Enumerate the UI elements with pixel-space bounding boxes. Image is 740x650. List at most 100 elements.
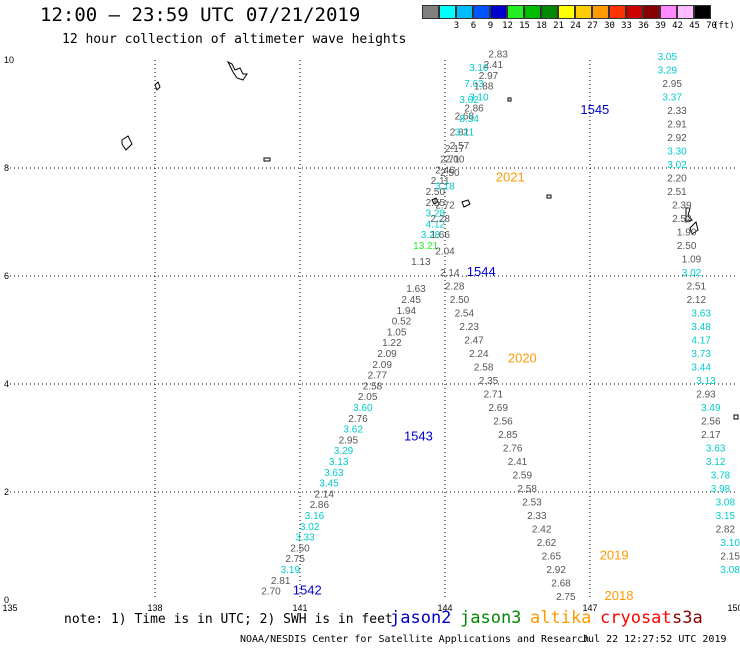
wave-height-value: 3.13 xyxy=(329,457,349,468)
wave-height-value: 3.45 xyxy=(319,479,339,490)
wave-height-value: 2.82 xyxy=(716,525,736,536)
wave-height-value: 3.49 xyxy=(701,403,721,414)
colorbar-swatch xyxy=(643,5,660,19)
x-tick-label: 138 xyxy=(147,603,162,613)
wave-height-value: 1.63 xyxy=(406,284,426,295)
colorbar-label: 18 xyxy=(536,21,547,31)
wave-height-value: 3.19 xyxy=(281,565,301,576)
wave-height-value: 2.00 xyxy=(445,155,465,166)
wave-height-value: 2.69 xyxy=(488,403,508,414)
chart-title: 12:00 – 23:59 UTC 07/21/2019 xyxy=(40,4,361,26)
wave-height-value: 2.77 xyxy=(368,371,388,382)
wave-height-value: 2.50 xyxy=(440,168,460,179)
wave-height-value: 3.08 xyxy=(716,498,736,509)
colorbar-swatch xyxy=(575,5,592,19)
wave-height-value: 3.21 xyxy=(455,128,475,139)
footer-note: note: 1) Time is in UTC; 2) SWH is in fe… xyxy=(64,612,393,627)
wave-height-value: 2.59 xyxy=(513,471,533,482)
pass-number-label: 2020 xyxy=(508,350,537,365)
wave-height-value: 2.58 xyxy=(474,363,494,374)
colorbar-swatch xyxy=(524,5,541,19)
wave-height-value: 3.28 xyxy=(426,209,446,220)
wave-height-value: 2.68 xyxy=(551,579,571,590)
island-outline xyxy=(685,207,693,223)
wave-height-value: 2.11 xyxy=(431,176,450,187)
wave-height-value: 2.14 xyxy=(314,489,334,500)
colorbar-label: 45 xyxy=(689,21,700,31)
pass-number-label: 1544 xyxy=(467,264,496,279)
wave-height-value: 2.33 xyxy=(527,511,547,522)
wave-height-value: 2.62 xyxy=(537,538,557,549)
wave-height-value: 2.50 xyxy=(677,241,697,252)
wave-height-value: 8.34 xyxy=(459,114,479,125)
colorbar-label: 27 xyxy=(587,21,598,31)
y-tick-label: 2 xyxy=(4,487,9,497)
wave-height-value: 3.60 xyxy=(353,403,373,414)
wave-height-value: 2.41 xyxy=(508,457,528,468)
wave-height-value: 2.57 xyxy=(450,141,470,152)
wave-height-value: 3.12 xyxy=(706,457,726,468)
wave-height-value: 1.88 xyxy=(474,82,494,93)
wave-height-value: 13.21 xyxy=(413,241,438,252)
wave-height-value: 2.51 xyxy=(687,282,707,293)
wave-height-value: 2.58 xyxy=(517,484,537,495)
wave-height-value: 3.02 xyxy=(682,268,702,279)
island-outline xyxy=(689,221,699,235)
wave-height-value: 1.09 xyxy=(682,255,702,266)
wave-height-value: 3.63 xyxy=(324,468,344,479)
colorbar-unit: (ft) xyxy=(713,21,735,31)
wave-height-value: 3.28 xyxy=(421,230,441,241)
island-outline xyxy=(546,194,552,199)
island-outline xyxy=(733,414,739,420)
wave-height-value: 2.92 xyxy=(667,133,687,144)
wave-height-value: 2.75 xyxy=(285,554,305,565)
colorbar-swatch xyxy=(541,5,558,19)
wave-height-value: 2.85 xyxy=(498,430,518,441)
wave-height-value: 3.02 xyxy=(300,522,320,533)
credit-line: NOAA/NESDIS Center for Satellite Applica… xyxy=(240,634,590,645)
colorbar-swatch xyxy=(456,5,473,19)
wave-height-value: 2.91 xyxy=(667,120,687,131)
legend-altika: altika xyxy=(530,608,592,628)
wave-height-value: 1.94 xyxy=(397,306,417,317)
y-tick-label: 0 xyxy=(4,595,9,605)
wave-height-value: 2.81 xyxy=(450,128,470,139)
wave-height-value: 3.10 xyxy=(720,538,740,549)
wave-height-value: 3.15 xyxy=(716,511,736,522)
wave-height-value: 2.14 xyxy=(440,268,460,279)
wave-height-value: 2.33 xyxy=(667,106,687,117)
wave-height-value: 3.10 xyxy=(469,63,489,74)
colorbar-label: 12 xyxy=(502,21,513,31)
pass-number-label: 2019 xyxy=(600,548,629,563)
x-tick-label: 150 xyxy=(727,603,740,613)
wave-height-value: 2.97 xyxy=(479,71,499,82)
wave-height-value: 2.41 xyxy=(484,60,504,71)
x-tick-label: 147 xyxy=(582,603,597,613)
pass-number-label: 1543 xyxy=(404,429,433,444)
colorbar-swatch xyxy=(490,5,507,19)
colorbar-label: 30 xyxy=(604,21,615,31)
wave-height-value: 3.16 xyxy=(305,511,325,522)
colorbar-swatch xyxy=(507,5,524,19)
wave-height-value: 2.53 xyxy=(522,498,542,509)
wave-height-value: 2.04 xyxy=(435,246,455,257)
x-tick-label: 144 xyxy=(437,603,452,613)
wave-height-value: 2.95 xyxy=(662,79,682,90)
island-outline xyxy=(154,81,161,91)
wave-height-value: 2.68 xyxy=(455,111,475,122)
colorbar-swatch xyxy=(592,5,609,19)
wave-height-value: 2.45 xyxy=(401,295,421,306)
wave-height-value: 3.02 xyxy=(459,95,479,106)
wave-height-value: 2.93 xyxy=(696,390,716,401)
pass-number-label: 2018 xyxy=(605,588,634,603)
wave-height-value: 2.09 xyxy=(377,349,397,360)
wave-height-value: 2.47 xyxy=(464,336,484,347)
island-outline xyxy=(461,199,471,208)
wave-height-value: 3.29 xyxy=(334,446,354,457)
wave-height-value: 2.81 xyxy=(271,576,291,587)
wave-height-value: 2.05 xyxy=(358,392,378,403)
island-outline xyxy=(121,135,133,151)
wave-height-value: 1.90 xyxy=(677,228,697,239)
wave-height-value: 3.29 xyxy=(658,66,678,77)
colorbar-label: 33 xyxy=(621,21,632,31)
